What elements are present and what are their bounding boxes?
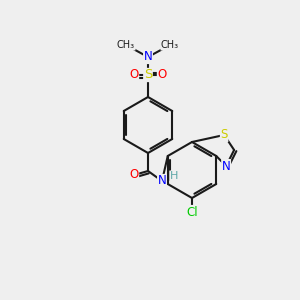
- Text: N: N: [222, 160, 230, 172]
- Text: O: O: [129, 169, 139, 182]
- Text: N: N: [158, 175, 166, 188]
- Text: O: O: [129, 68, 139, 82]
- Text: H: H: [170, 171, 178, 181]
- Text: CH₃: CH₃: [117, 40, 135, 50]
- Text: Cl: Cl: [186, 206, 198, 218]
- Text: CH₃: CH₃: [161, 40, 179, 50]
- Text: O: O: [158, 68, 166, 82]
- Text: S: S: [220, 128, 228, 142]
- Text: S: S: [144, 68, 152, 82]
- Text: N: N: [144, 50, 152, 64]
